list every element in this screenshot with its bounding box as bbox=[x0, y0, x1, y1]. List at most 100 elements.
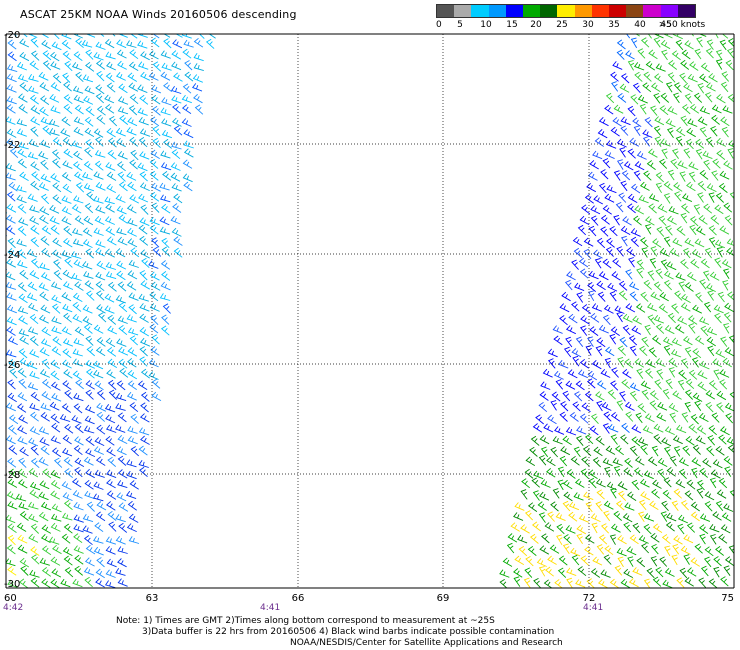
wind-barb bbox=[30, 523, 40, 534]
wind-barb bbox=[686, 479, 696, 490]
wind-barb bbox=[625, 269, 633, 280]
wind-barb bbox=[715, 59, 723, 70]
wind-barb bbox=[680, 115, 688, 127]
wind-barb bbox=[579, 268, 589, 279]
wind-barb bbox=[112, 34, 116, 37]
wind-barb bbox=[647, 34, 652, 39]
wind-barb bbox=[30, 105, 41, 115]
wind-barb bbox=[573, 492, 584, 501]
wind-barb bbox=[140, 51, 150, 61]
wind-barb bbox=[85, 448, 96, 458]
wind-barb bbox=[93, 128, 104, 138]
wind-barb bbox=[96, 402, 107, 412]
wind-barb bbox=[149, 303, 160, 312]
wind-barb bbox=[668, 402, 679, 412]
wind-barb bbox=[18, 293, 28, 304]
wind-barb bbox=[583, 237, 594, 247]
wind-barb bbox=[100, 34, 105, 37]
wind-barb bbox=[0, 570, 4, 578]
wind-barb bbox=[705, 48, 714, 59]
wind-barb bbox=[518, 546, 528, 557]
wind-barb bbox=[727, 291, 734, 301]
wind-barb bbox=[29, 402, 40, 411]
wind-barb bbox=[661, 148, 668, 160]
wind-barb bbox=[93, 227, 104, 236]
wind-barb bbox=[116, 492, 127, 502]
wind-barb bbox=[16, 522, 27, 532]
wind-barb bbox=[28, 74, 39, 82]
wind-barb bbox=[705, 390, 716, 400]
wind-barb bbox=[553, 370, 564, 380]
wind-barb bbox=[29, 481, 41, 491]
longitude-tick-label: 75 bbox=[721, 593, 734, 604]
wind-barb bbox=[562, 435, 572, 446]
wind-barb bbox=[62, 136, 73, 147]
wind-barb bbox=[665, 81, 673, 93]
wind-barb bbox=[118, 502, 129, 512]
wind-barb bbox=[576, 292, 584, 303]
wind-barb bbox=[74, 565, 83, 576]
wind-barb bbox=[694, 335, 705, 345]
wind-barb bbox=[715, 34, 719, 39]
wind-barb bbox=[17, 306, 29, 314]
wind-barb bbox=[85, 368, 95, 379]
legend-swatch bbox=[557, 5, 575, 17]
wind-barb bbox=[719, 170, 730, 180]
wind-barb bbox=[616, 311, 623, 323]
wind-barb bbox=[671, 500, 679, 511]
wind-barb bbox=[50, 82, 61, 92]
wind-barb bbox=[666, 127, 674, 138]
wind-barb bbox=[593, 446, 603, 457]
wind-barb bbox=[720, 116, 730, 127]
wind-barb bbox=[151, 237, 160, 248]
wind-barb bbox=[129, 480, 139, 490]
wind-barb bbox=[138, 137, 148, 148]
wind-barb bbox=[151, 334, 160, 345]
wind-barb bbox=[607, 282, 618, 292]
wind-barb bbox=[41, 524, 52, 534]
wind-barb bbox=[621, 422, 630, 433]
wind-barb bbox=[140, 71, 150, 81]
wind-barb bbox=[656, 412, 667, 422]
wind-barb bbox=[672, 435, 683, 445]
latitude-tick-label: -24 bbox=[4, 250, 20, 261]
wind-barb bbox=[612, 61, 623, 70]
wind-barb bbox=[52, 237, 62, 247]
wind-barb bbox=[554, 579, 564, 588]
wind-barb bbox=[126, 171, 137, 181]
wind-barb bbox=[106, 236, 117, 246]
wind-barb bbox=[674, 191, 682, 202]
wind-barb bbox=[675, 479, 686, 489]
wind-barb bbox=[651, 543, 659, 555]
wind-barb bbox=[93, 360, 104, 370]
wind-barb bbox=[696, 425, 707, 435]
wind-barb bbox=[586, 578, 595, 588]
wind-barb bbox=[596, 237, 606, 249]
wind-barb bbox=[29, 204, 40, 213]
wind-barb bbox=[117, 60, 127, 70]
wind-barb bbox=[583, 491, 594, 501]
wind-barb bbox=[632, 82, 641, 94]
wind-barb bbox=[72, 161, 83, 171]
wind-barb bbox=[117, 281, 127, 292]
wind-barb bbox=[651, 488, 660, 499]
wind-barb bbox=[0, 107, 4, 115]
wind-barb bbox=[673, 488, 682, 499]
wind-barb bbox=[86, 501, 95, 512]
wind-barb bbox=[592, 150, 603, 160]
wind-barb bbox=[119, 367, 129, 378]
wind-barb bbox=[61, 34, 72, 40]
wind-barb bbox=[539, 545, 550, 555]
wind-barb bbox=[660, 511, 668, 522]
wind-barb bbox=[693, 92, 703, 103]
wind-barb bbox=[95, 239, 106, 248]
wind-barb bbox=[587, 282, 596, 292]
wind-barb bbox=[570, 455, 580, 466]
wind-barb bbox=[612, 457, 623, 466]
wind-barb bbox=[619, 83, 630, 93]
legend-swatch bbox=[643, 5, 661, 17]
wind-barb bbox=[628, 578, 639, 588]
wind-barb bbox=[721, 259, 732, 269]
wind-barb bbox=[152, 137, 161, 149]
wind-barb bbox=[139, 128, 151, 137]
